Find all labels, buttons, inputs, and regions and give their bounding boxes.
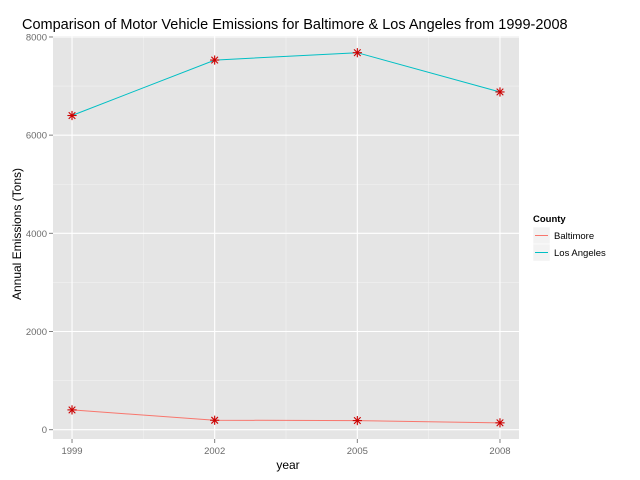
marker-stroke [68, 406, 76, 414]
legend-label-baltimore: Baltimore [554, 231, 594, 242]
legend-label-los-angeles: Los Angeles [554, 248, 606, 259]
data-point-baltimore [67, 405, 77, 415]
x-axis: 1999 2002 2005 2008 [61, 439, 511, 457]
legend-items: Baltimore Los Angeles [532, 226, 606, 262]
marker-stroke [68, 111, 76, 120]
y-tick-label: 0 [42, 425, 47, 436]
x-axis-label: year [276, 458, 299, 472]
data-point-baltimore [495, 418, 505, 428]
data-point-los-angeles [495, 87, 505, 97]
y-axis: 0 2000 4000 6000 8000 [26, 32, 53, 436]
y-tick-label: 4000 [26, 229, 47, 240]
series-line-los-angeles [71, 52, 501, 116]
marker-stroke [210, 56, 219, 64]
marker-stroke [353, 416, 362, 425]
x-tick-label: 2008 [489, 446, 510, 457]
y-tick-label: 8000 [26, 32, 47, 43]
data-point-los-angeles [352, 48, 362, 58]
marker-stroke [353, 48, 362, 57]
series-line-baltimore [71, 409, 501, 424]
marker-stroke [496, 88, 504, 96]
series-lines [71, 52, 501, 424]
data-point-baltimore [210, 415, 220, 425]
data-markers [67, 48, 505, 428]
marker-stroke [210, 416, 219, 424]
grid-major [53, 36, 519, 439]
grid-minor [53, 36, 519, 439]
data-point-los-angeles [67, 110, 77, 121]
legend-title: County [533, 214, 566, 225]
chart-title: Comparison of Motor Vehicle Emissions fo… [22, 17, 568, 33]
data-point-los-angeles [210, 55, 220, 65]
y-tick-label: 6000 [26, 131, 47, 142]
x-tick-label: 2005 [347, 446, 368, 457]
x-tick-label: 2002 [204, 446, 225, 457]
x-tick-label: 1999 [61, 446, 82, 457]
data-point-baltimore [352, 415, 362, 426]
y-tick-label: 2000 [26, 327, 47, 338]
legend: County Baltimore Los Angeles [532, 214, 606, 262]
y-axis-label: Annual Emissions (Tons) [10, 168, 24, 300]
marker-stroke [496, 419, 504, 427]
